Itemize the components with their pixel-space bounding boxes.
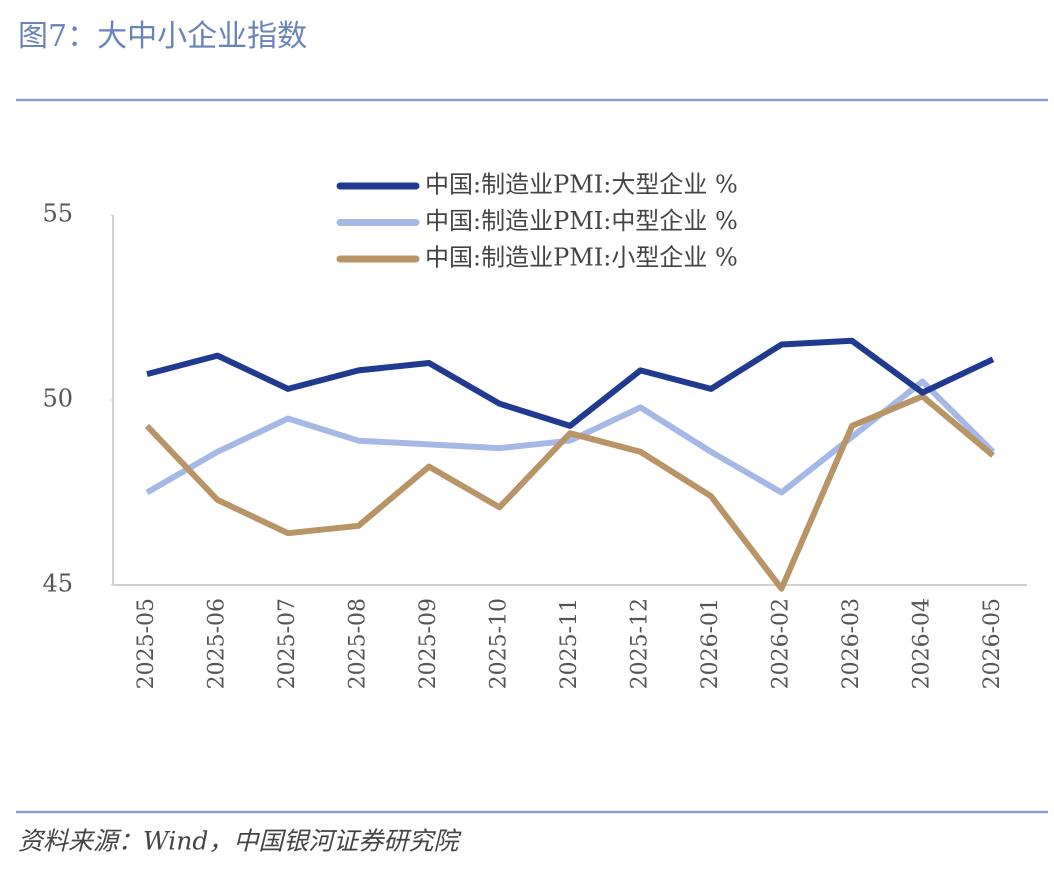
- x-tick-label: 2025-07: [275, 598, 300, 689]
- legend-label: 中国:制造业PMI:小型企业 %: [425, 244, 738, 272]
- x-tick-label: 2025-08: [346, 598, 371, 689]
- x-tick-label: 2025-05: [134, 598, 159, 689]
- series-line: [144, 393, 995, 592]
- y-tick-label: 55: [42, 200, 73, 228]
- legend-label: 中国:制造业PMI:大型企业 %: [425, 171, 738, 199]
- x-tick-label: 2026-02: [769, 598, 794, 689]
- x-tick-label: 2025-12: [628, 598, 653, 689]
- series-line: [146, 337, 995, 429]
- x-tick-label: 2025-10: [487, 598, 512, 689]
- x-tick-label: 2025-06: [205, 598, 230, 689]
- y-tick-label: 45: [42, 570, 73, 598]
- x-tick-label: 2026-04: [910, 598, 935, 689]
- legend-label: 中国:制造业PMI:中型企业 %: [425, 207, 738, 235]
- source: 资料来源：Wind，中国银河证券研究院: [18, 827, 462, 856]
- y-tick-label: 50: [42, 385, 73, 413]
- x-tick-label: 2026-05: [980, 598, 1005, 689]
- series-line: [145, 378, 996, 496]
- x-tick-label: 2026-01: [698, 598, 723, 689]
- x-tick-label: 2026-03: [839, 598, 864, 689]
- x-tick-label: 2025-09: [416, 598, 441, 689]
- x-tick-label: 2025-11: [557, 598, 582, 689]
- title: 图7：大中小企业指数: [18, 19, 307, 54]
